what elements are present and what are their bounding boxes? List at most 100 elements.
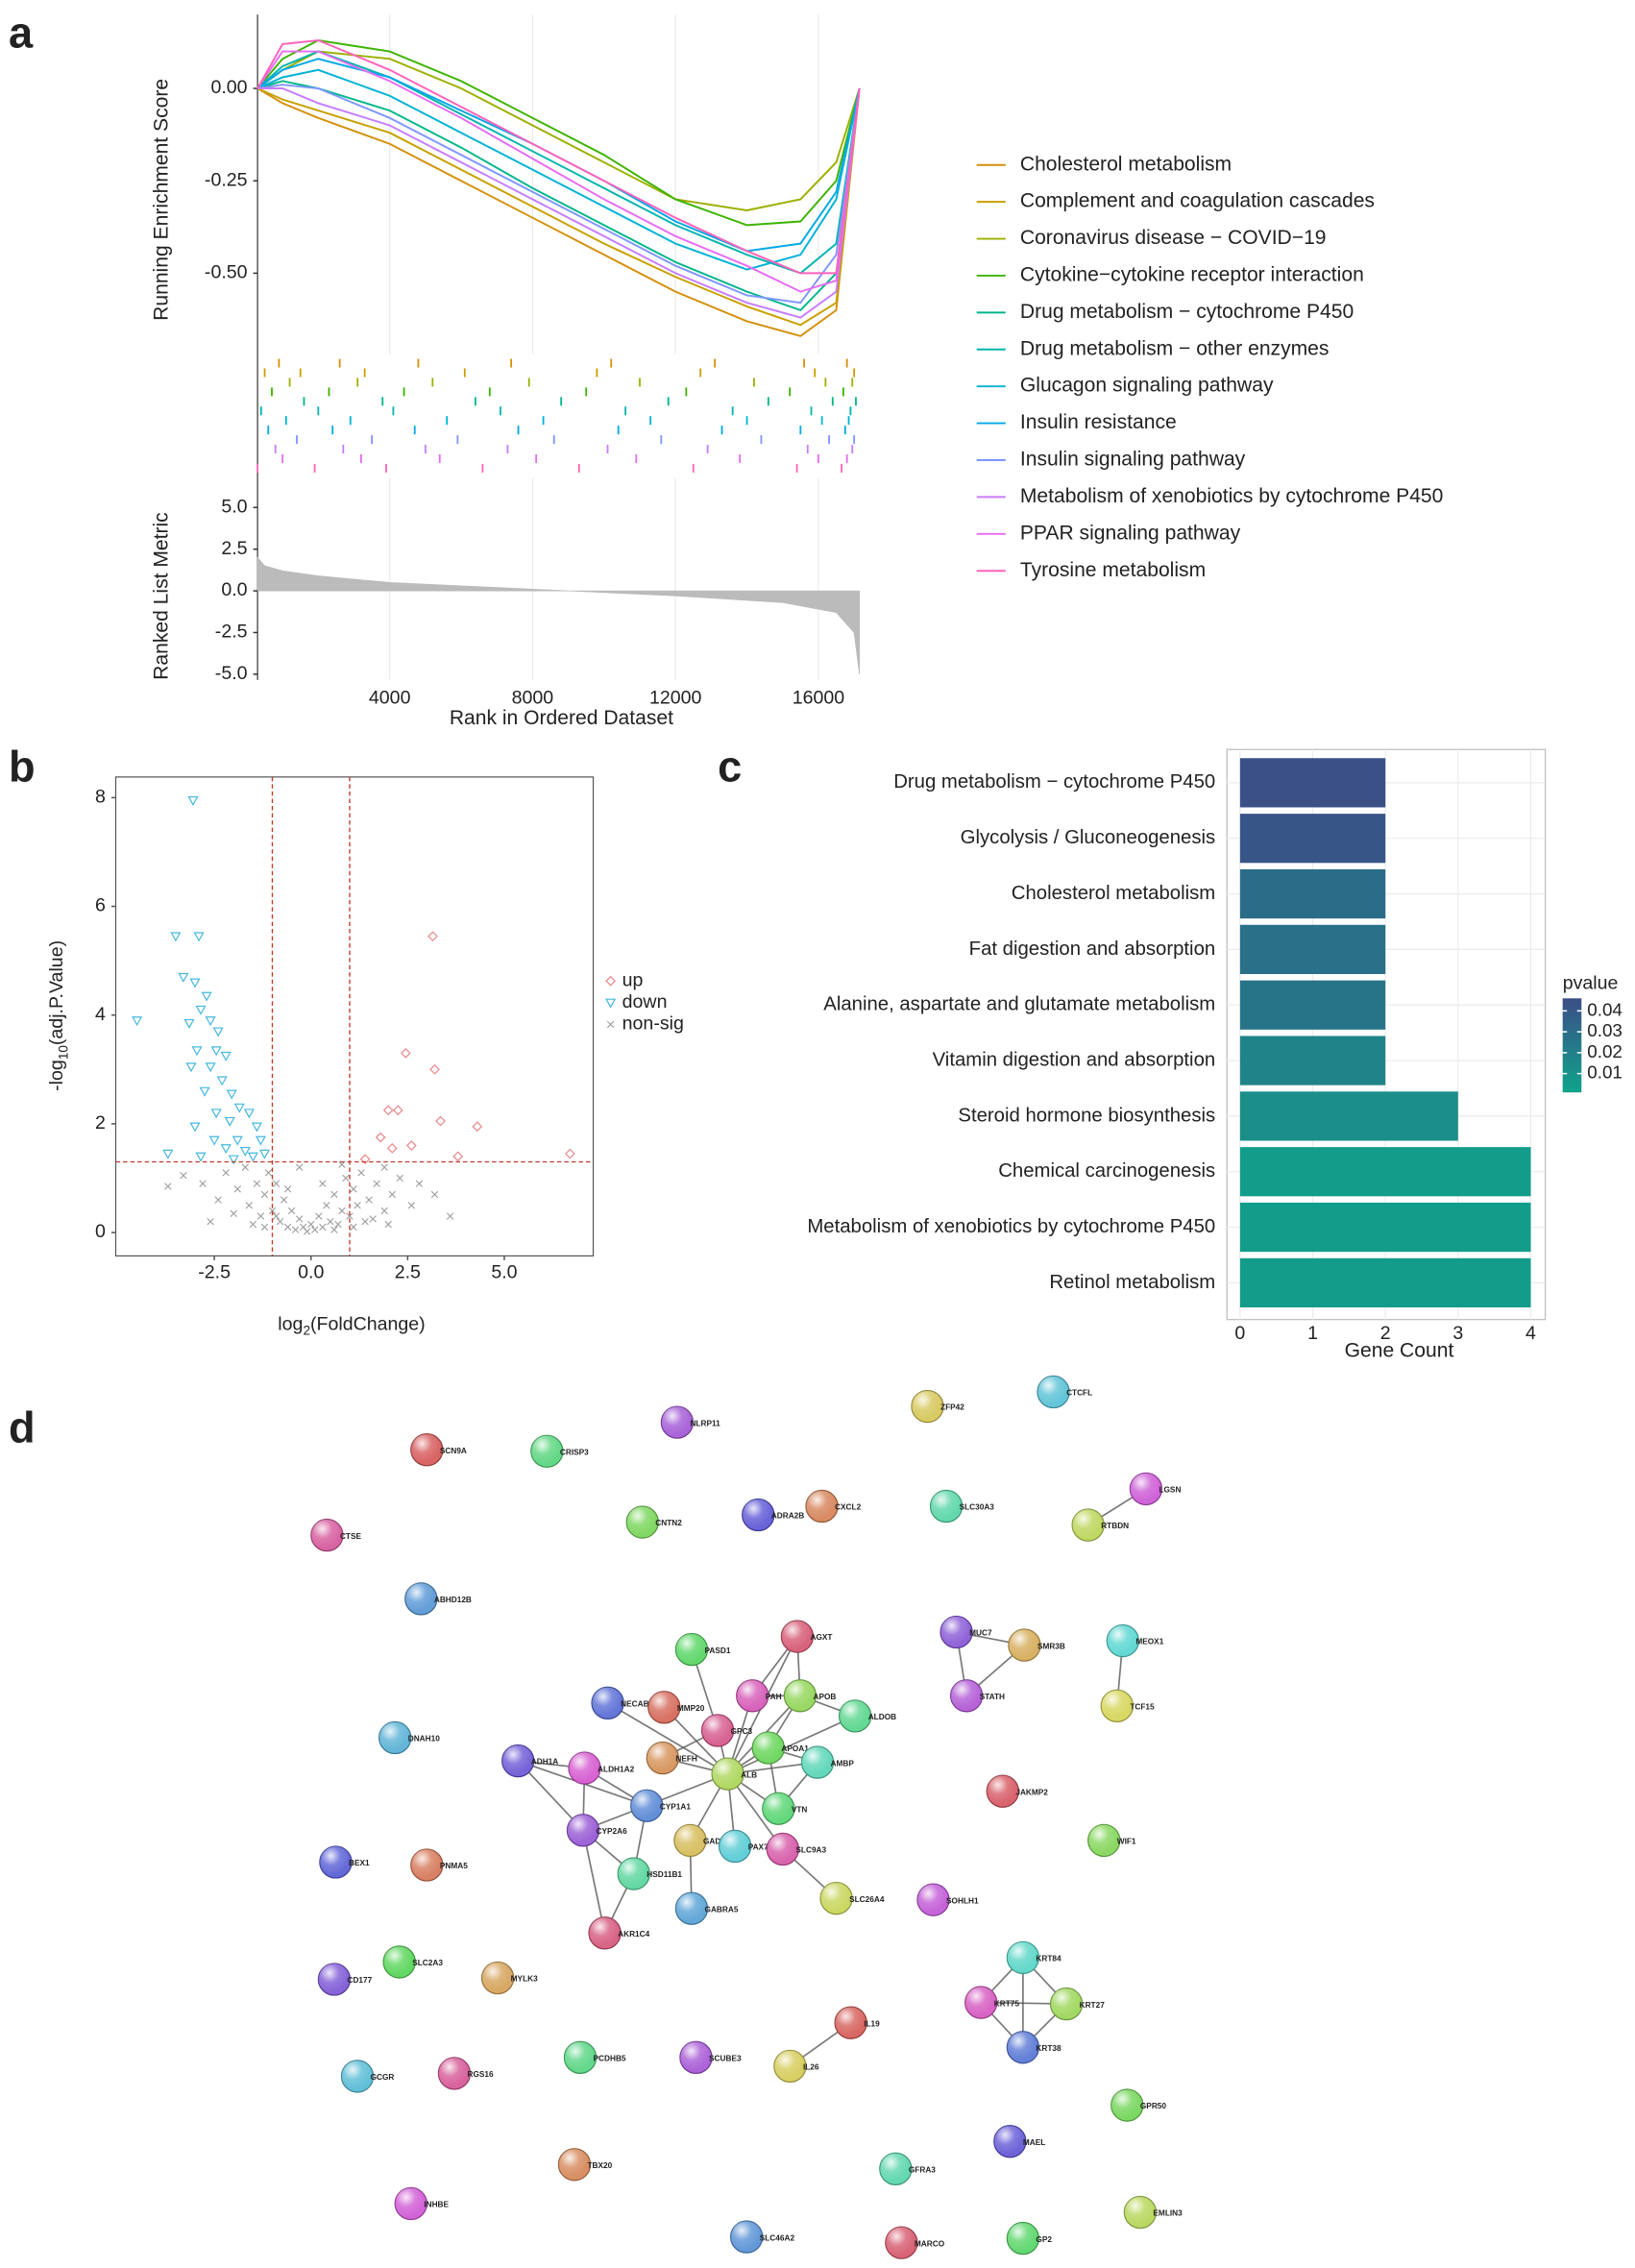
plot-frame <box>114 776 595 1256</box>
y-tick-label: 0.00 <box>210 77 247 98</box>
point <box>199 1180 207 1187</box>
legend-label: PPAR signaling pathway <box>1020 522 1241 544</box>
point <box>232 1135 243 1146</box>
point <box>245 1202 254 1209</box>
node-shine <box>987 1775 1019 1808</box>
node-shine <box>661 1406 694 1439</box>
node-shine <box>1107 1624 1139 1657</box>
point <box>251 1122 262 1133</box>
node-shine <box>767 1833 799 1866</box>
bar <box>1239 1147 1531 1197</box>
node-shine <box>341 2060 374 2092</box>
network-edge <box>607 1702 729 1775</box>
node-shine <box>1007 1941 1039 1974</box>
node-label: PAH <box>766 1693 782 1701</box>
node-shine <box>730 2221 763 2254</box>
point <box>472 1121 483 1133</box>
point <box>180 1171 187 1180</box>
point <box>346 1212 354 1220</box>
y-tick-label: 0 <box>95 1221 106 1242</box>
node-label: JAKMP2 <box>1015 1788 1048 1796</box>
point <box>189 978 201 988</box>
node-label: CRISP3 <box>560 1448 589 1456</box>
network-edge <box>582 1830 606 1934</box>
legend-label: up <box>622 969 644 990</box>
y-tick-label: Glycolysis / Gluconeogenesis <box>961 827 1216 848</box>
y-tick-label: 8 <box>95 787 106 808</box>
point <box>132 1016 143 1027</box>
node-shine <box>647 1742 679 1774</box>
node-label: ADH1A <box>531 1758 559 1767</box>
panel-label: c <box>718 742 742 791</box>
point <box>406 1140 417 1151</box>
point <box>195 1152 207 1162</box>
node-label: ADRA2B <box>771 1512 804 1521</box>
point <box>214 1196 222 1204</box>
node-shine <box>1110 2088 1143 2122</box>
point <box>375 1132 386 1143</box>
node-label: SLC46A2 <box>760 2233 795 2242</box>
legend-label: Tyrosine metabolism <box>1020 559 1206 581</box>
point <box>212 1027 224 1037</box>
node-shine <box>564 2041 597 2074</box>
node-shine <box>701 1714 734 1746</box>
point <box>193 932 205 942</box>
x-tick-label: 4000 <box>369 688 411 709</box>
x-tick-label: 4 <box>1525 1323 1536 1344</box>
node-shine <box>1087 1824 1120 1857</box>
node-shine <box>383 1945 416 1978</box>
es-line <box>257 87 861 319</box>
bar <box>1239 1036 1386 1085</box>
point <box>361 1218 369 1226</box>
point <box>162 1149 174 1159</box>
node-label: SCN9A <box>440 1447 467 1455</box>
point <box>195 1005 207 1015</box>
panel-label: a <box>9 9 34 58</box>
es-line <box>256 87 861 327</box>
node-shine <box>378 1721 411 1754</box>
point <box>170 932 182 942</box>
node-label: AMBP <box>831 1759 855 1768</box>
node-label: NEFH <box>675 1755 697 1764</box>
node-shine <box>675 1892 708 1925</box>
axis-title-sub: 2 <box>303 1323 310 1337</box>
bar <box>1239 980 1386 1030</box>
point <box>224 1116 235 1127</box>
point <box>220 1051 232 1061</box>
node-label: APOA1 <box>781 1744 809 1753</box>
node-shine <box>567 1814 599 1846</box>
x-tick-label: 12000 <box>649 688 702 709</box>
point <box>258 1149 270 1159</box>
point <box>249 1220 257 1229</box>
bar <box>1239 1257 1531 1308</box>
point <box>207 1218 214 1226</box>
node-shine <box>438 2057 471 2089</box>
colorbar <box>1562 998 1582 1093</box>
point <box>199 1086 210 1097</box>
node-label: AKR1C4 <box>618 1930 649 1939</box>
point <box>220 1144 232 1155</box>
x-tick-label: 2.5 <box>395 1262 421 1283</box>
es-line <box>256 39 861 275</box>
point <box>183 1018 195 1029</box>
x-tick-label: 0 <box>1234 1323 1245 1344</box>
y-tick-label: -0.25 <box>205 169 248 190</box>
axis-title-sub: 10 <box>56 1045 70 1060</box>
point <box>392 1105 403 1116</box>
node-label: RTBDN <box>1101 1522 1129 1530</box>
node-label: NECAB2 <box>621 1700 653 1709</box>
point <box>384 1220 392 1229</box>
point <box>319 1223 327 1232</box>
axis-title: Gene Count <box>1345 1339 1454 1361</box>
node-label: DNAH10 <box>408 1735 440 1744</box>
point <box>304 1228 311 1235</box>
legend-label: Insulin signaling pathway <box>1020 449 1246 471</box>
node-label: PASD1 <box>705 1646 731 1655</box>
y-tick-label: -2.5 <box>215 622 248 643</box>
point <box>380 1207 388 1215</box>
point <box>280 1196 288 1204</box>
point <box>338 1207 346 1215</box>
y-tick-label: 6 <box>95 895 106 916</box>
